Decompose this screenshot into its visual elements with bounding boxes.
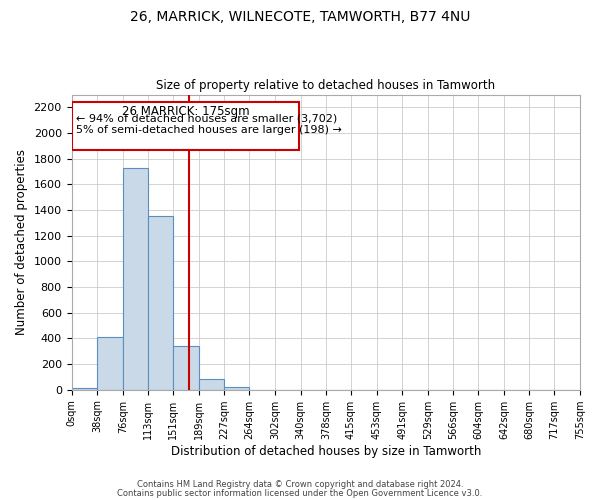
Bar (224, 386, 250, 390)
Bar (72, 102, 299, 150)
Text: Contains public sector information licensed under the Open Government Licence v3: Contains public sector information licen… (118, 490, 482, 498)
Bar (123, 168, 148, 390)
Text: Contains HM Land Registry data © Crown copyright and database right 2024.: Contains HM Land Registry data © Crown c… (137, 480, 463, 489)
Text: 26 MARRICK: 175sqm: 26 MARRICK: 175sqm (122, 105, 250, 118)
X-axis label: Distribution of detached houses by size in Tamworth: Distribution of detached houses by size … (170, 444, 481, 458)
Text: 26, MARRICK, WILNECOTE, TAMWORTH, B77 4NU: 26, MARRICK, WILNECOTE, TAMWORTH, B77 4N… (130, 10, 470, 24)
Bar (97, 337, 123, 390)
Title: Size of property relative to detached houses in Tamworth: Size of property relative to detached ho… (156, 79, 496, 92)
Text: 5% of semi-detached houses are larger (198) →: 5% of semi-detached houses are larger (1… (76, 124, 342, 134)
Bar (71, 388, 97, 390)
Bar (173, 346, 199, 390)
Bar (148, 216, 173, 390)
Bar (199, 380, 224, 390)
Text: ← 94% of detached houses are smaller (3,702): ← 94% of detached houses are smaller (3,… (76, 114, 337, 124)
Y-axis label: Number of detached properties: Number of detached properties (15, 149, 28, 335)
